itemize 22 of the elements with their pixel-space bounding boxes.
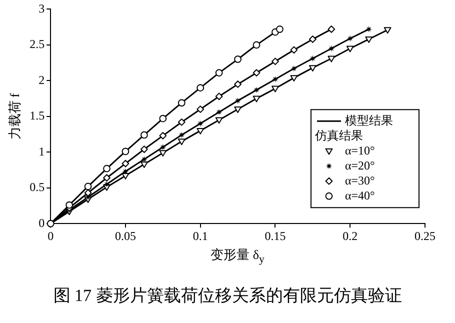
y-tick-label: 2.5 (30, 37, 45, 52)
legend-title: 仿真结果 (314, 128, 363, 142)
x-tick-label: 0.2 (342, 228, 358, 243)
x-tick-label: 0.1 (192, 228, 208, 243)
y-tick-label: 1 (38, 144, 45, 158)
legend-label: α=10° (345, 143, 376, 158)
y-tick-label: 2 (38, 72, 45, 87)
legend-label: α=30° (345, 173, 376, 188)
x-tick-label: 0.05 (114, 228, 136, 243)
text: 图 17 菱形片簧载荷位移关系的有限元仿真验证 (52, 285, 403, 307)
legend-label: α=40° (345, 188, 376, 202)
y-axis-title: 力载荷 f (7, 92, 22, 140)
x-tick-label: 0 (48, 228, 54, 243)
y-tick-label: 0 (38, 216, 45, 230)
x-tick-label: 0.15 (264, 228, 286, 243)
y-tick-label: 3 (38, 1, 45, 16)
legend-label: α=20° (345, 158, 376, 172)
legend-label: 模型结果 (345, 113, 393, 128)
y-tick-label: 1.5 (30, 108, 45, 123)
x-axis-title: 变形量 δ$_{y}$ (210, 246, 266, 266)
x-tick-label: 0.25 (414, 228, 436, 243)
y-tick-label: 0.5 (30, 180, 45, 194)
